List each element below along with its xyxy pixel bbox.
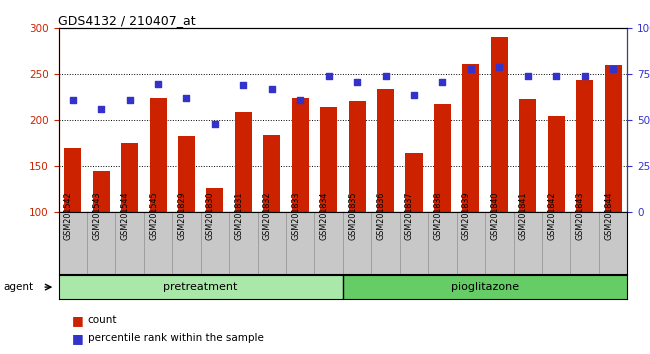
Text: pioglitazone: pioglitazone (451, 282, 519, 292)
Text: GSM201838: GSM201838 (434, 191, 443, 240)
Text: count: count (88, 315, 117, 325)
Bar (178, 136, 195, 212)
Text: GSM201837: GSM201837 (405, 191, 414, 240)
Bar (462, 64, 480, 212)
Point (380, 73, 391, 79)
Bar (207, 188, 224, 212)
Bar (406, 153, 423, 212)
Bar (92, 171, 110, 212)
Bar (434, 104, 451, 212)
Bar (547, 116, 565, 212)
Bar (263, 135, 280, 212)
Bar (292, 98, 309, 212)
Text: GSM201833: GSM201833 (291, 191, 300, 240)
Bar (150, 98, 166, 212)
Text: GSM201843: GSM201843 (576, 191, 584, 240)
Text: GSM201841: GSM201841 (519, 191, 528, 240)
Text: GDS4132 / 210407_at: GDS4132 / 210407_at (58, 14, 196, 27)
Point (266, 86, 277, 92)
Bar (491, 36, 508, 212)
Point (437, 79, 448, 85)
Point (608, 66, 618, 72)
Point (210, 121, 220, 127)
Text: GSM201832: GSM201832 (263, 191, 272, 240)
Text: GSM201844: GSM201844 (604, 191, 613, 240)
Point (579, 73, 590, 79)
Bar (64, 148, 81, 212)
Text: percentile rank within the sample: percentile rank within the sample (88, 333, 264, 343)
Point (494, 64, 504, 70)
Text: ■: ■ (72, 332, 83, 344)
Text: pretreatment: pretreatment (164, 282, 238, 292)
Text: GSM201836: GSM201836 (376, 191, 385, 240)
Point (124, 97, 135, 103)
Text: ■: ■ (72, 314, 83, 327)
Point (96, 107, 107, 112)
Point (153, 81, 163, 86)
Point (68, 97, 78, 103)
Point (551, 73, 562, 79)
Text: GSM201545: GSM201545 (149, 191, 158, 240)
Text: GSM201830: GSM201830 (206, 191, 215, 240)
Bar (58, 275, 343, 299)
Point (238, 82, 248, 88)
Text: GSM201544: GSM201544 (121, 191, 129, 240)
Bar (377, 89, 394, 212)
Point (465, 66, 476, 72)
Bar (121, 143, 138, 212)
Point (181, 96, 192, 101)
Text: GSM201842: GSM201842 (547, 191, 556, 240)
Bar (343, 275, 627, 299)
Point (295, 97, 306, 103)
Point (409, 92, 419, 97)
Bar (320, 107, 337, 212)
Text: GSM201834: GSM201834 (320, 191, 329, 240)
Bar (519, 99, 536, 212)
Text: GSM201835: GSM201835 (348, 191, 357, 240)
Text: GSM201840: GSM201840 (490, 191, 499, 240)
Text: GSM201543: GSM201543 (92, 191, 101, 240)
Bar (348, 101, 365, 212)
Bar (604, 65, 621, 212)
Point (523, 73, 533, 79)
Text: GSM201542: GSM201542 (64, 191, 73, 240)
Text: GSM201829: GSM201829 (177, 191, 187, 240)
Bar (235, 112, 252, 212)
Point (352, 79, 362, 85)
Bar (576, 80, 593, 212)
Text: GSM201839: GSM201839 (462, 191, 471, 240)
Text: GSM201831: GSM201831 (235, 191, 243, 240)
Text: agent: agent (3, 282, 33, 292)
Point (324, 73, 334, 79)
